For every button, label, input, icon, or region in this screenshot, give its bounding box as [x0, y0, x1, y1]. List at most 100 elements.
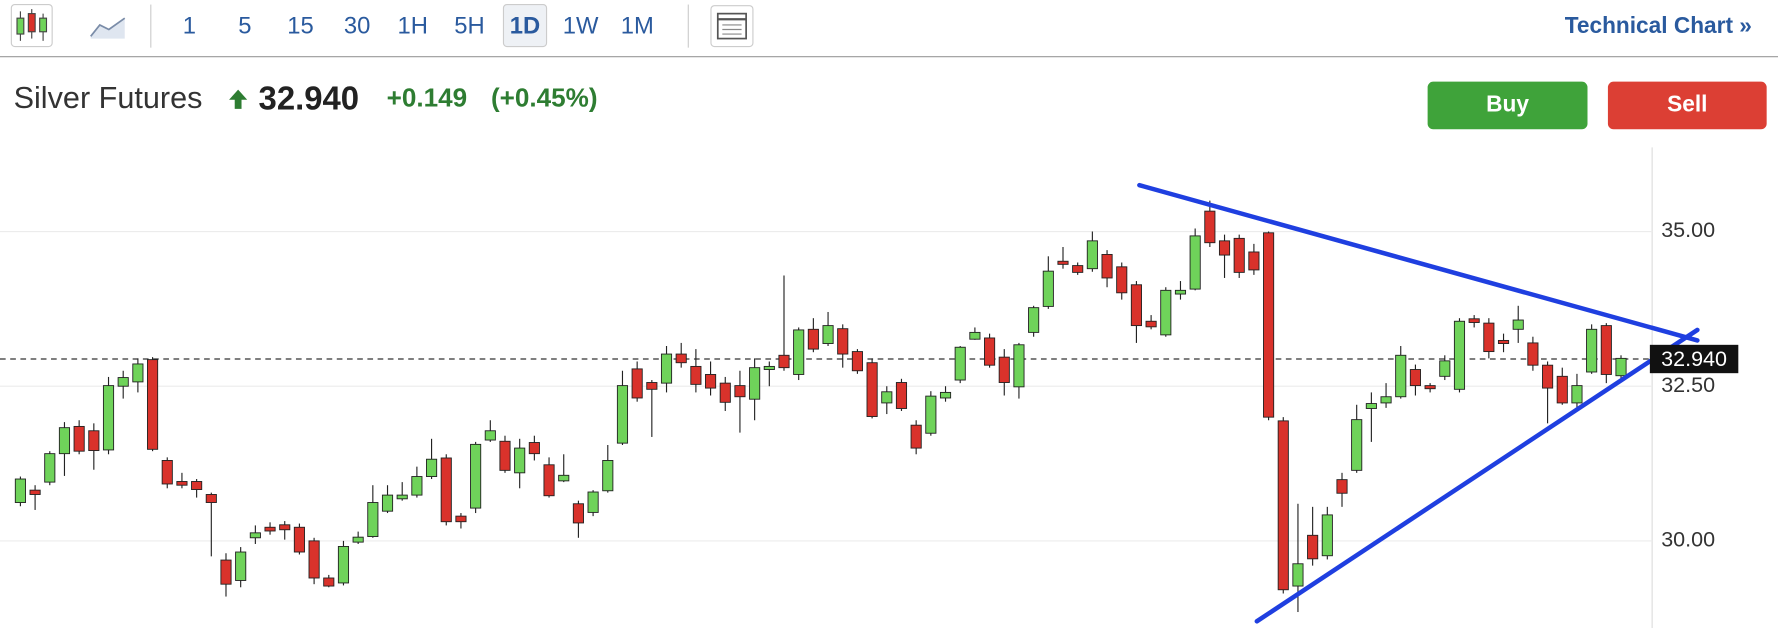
candle-body [1174, 289, 1187, 295]
change-percent: (+0.45%) [491, 83, 598, 113]
candle-body [323, 577, 335, 587]
candle-body [279, 524, 291, 531]
layout-icon[interactable] [710, 5, 754, 48]
candle-body [1468, 318, 1480, 323]
interval-button[interactable]: 1M [621, 13, 654, 40]
candle-body [73, 425, 85, 452]
candle-body [1086, 240, 1098, 270]
quote-header: Silver Futures 32.940 +0.149 (+0.45%) Bu… [14, 80, 1767, 130]
up-arrow [229, 89, 248, 109]
candle-body [1116, 266, 1128, 294]
y-tick-label: 35.00 [1661, 218, 1715, 242]
candle-body [528, 442, 540, 455]
candle-body [235, 551, 247, 581]
interval-button[interactable]: 30 [344, 13, 370, 40]
candle-body [646, 382, 658, 390]
candle-body [807, 328, 819, 350]
interval-button[interactable]: 1H [398, 13, 428, 40]
candle-body [396, 494, 408, 500]
candle-body [337, 545, 350, 584]
candle-body [587, 491, 599, 513]
candle-body [1600, 325, 1612, 375]
candle-body [690, 365, 702, 385]
candle-body [1130, 284, 1142, 327]
candle-body [1028, 307, 1040, 333]
candle-body [1424, 385, 1436, 390]
candle-body [1351, 419, 1363, 471]
candle-body [1395, 354, 1407, 398]
interval-button[interactable]: 5 [238, 13, 251, 40]
candle-body [1218, 240, 1231, 256]
candle-body [1571, 385, 1583, 404]
candle-body [176, 481, 188, 486]
interval-button[interactable]: 15 [287, 13, 313, 40]
candle-body [1527, 342, 1539, 366]
candle-body [1160, 289, 1172, 336]
candle-body [58, 427, 71, 455]
candle-body [514, 447, 526, 474]
candle-body [719, 382, 731, 403]
candle-body [352, 536, 364, 543]
candle-body [866, 362, 878, 417]
candle-body [660, 353, 673, 384]
candle-body [1336, 479, 1348, 494]
candle-body [705, 374, 717, 389]
candle-body [1204, 210, 1216, 244]
last-price-label: 32.940 [1661, 347, 1727, 371]
sell-button[interactable] [1607, 81, 1767, 130]
candle-body [1542, 364, 1554, 389]
candle-body [1307, 534, 1319, 560]
candle-body [1101, 253, 1113, 279]
candle-body [205, 494, 217, 503]
sell-label: Sell [1667, 90, 1707, 116]
candle-body [1512, 319, 1524, 330]
candle-body [367, 502, 379, 538]
interval-button[interactable]: 1W [563, 13, 599, 40]
candle-body [1292, 563, 1304, 587]
candle-body [132, 363, 144, 383]
price: 32.940 [259, 80, 360, 117]
candle-body [470, 443, 482, 509]
candle-body [1365, 403, 1377, 409]
y-tick-label: 30.00 [1661, 528, 1715, 552]
candle-body [44, 453, 56, 483]
candle-body [14, 478, 26, 503]
candle-body [572, 503, 584, 524]
change: +0.149 [387, 83, 468, 113]
candle-body [1556, 375, 1568, 404]
candle-body [793, 329, 805, 375]
candle-body [1057, 260, 1069, 265]
candle-body [1483, 322, 1495, 353]
line-icon[interactable] [90, 17, 126, 39]
candle-body [1263, 232, 1275, 418]
instrument-name: Silver Futures [14, 81, 203, 115]
candle-body [1321, 514, 1333, 557]
candle-body [293, 526, 305, 553]
candle-body [440, 457, 452, 523]
interval-button[interactable]: 1D [510, 13, 540, 40]
interval-button[interactable]: 1 [183, 13, 196, 40]
plot [0, 182, 1700, 624]
candle-body [381, 494, 394, 512]
last-price-tag [1649, 344, 1739, 374]
technical-chart-link[interactable]: Technical Chart » [1565, 12, 1752, 38]
candle-body [910, 424, 922, 449]
buy-button[interactable] [1427, 81, 1588, 130]
interval-selected[interactable] [502, 3, 548, 48]
candle-body [1013, 344, 1025, 388]
candle-body [484, 430, 496, 441]
candle-body [147, 359, 159, 450]
candle-body [631, 368, 643, 399]
candle-body [1248, 251, 1260, 271]
candle-body [675, 353, 687, 364]
candle-body [411, 476, 423, 496]
candle-body [117, 377, 129, 387]
candle-body [161, 460, 173, 485]
candle-body [778, 354, 790, 369]
candle-body [822, 325, 834, 344]
candle-body [895, 382, 908, 409]
interval-button[interactable]: 5H [454, 13, 484, 40]
candle-body [1072, 265, 1084, 273]
buy-label: Buy [1486, 90, 1529, 116]
